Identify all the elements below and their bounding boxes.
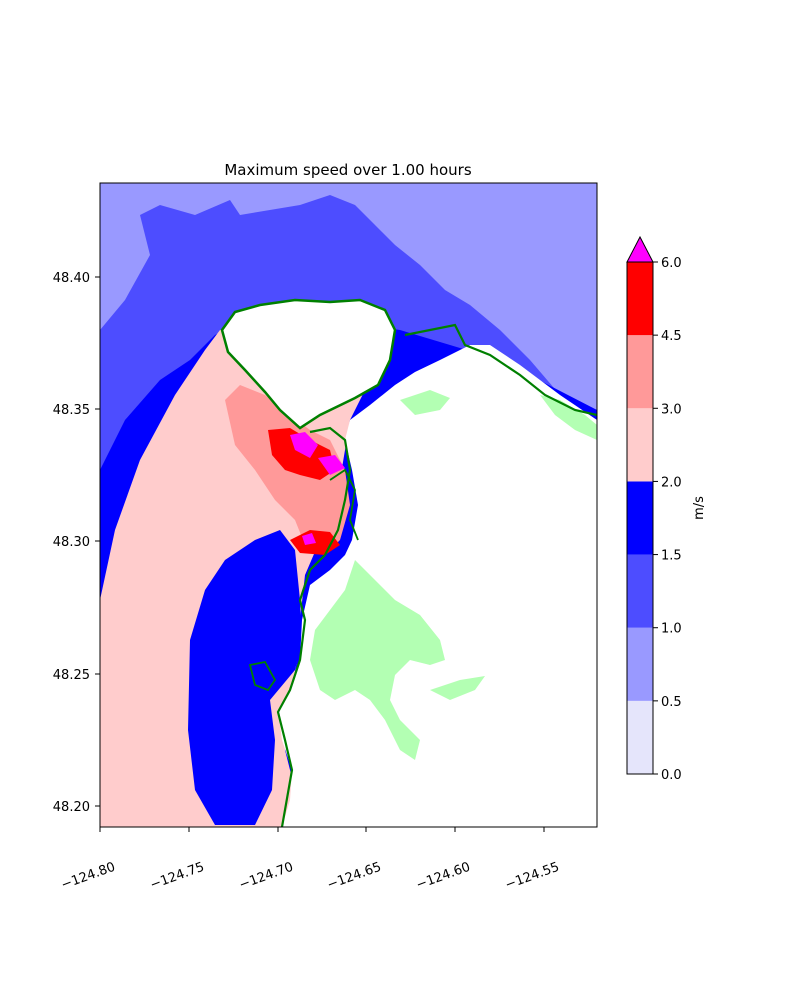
colorbar-tick-label: 6.0 — [661, 256, 682, 271]
colorbar-segment — [627, 335, 653, 409]
colorbar-tick-label: 1.5 — [661, 549, 682, 564]
dry-flats-river — [540, 395, 597, 440]
colorbar-tick-label: 0.5 — [661, 695, 682, 710]
shoreline-channel — [329, 468, 359, 541]
shoreline-east — [404, 323, 597, 417]
colorbar-tick-label: 3.0 — [661, 402, 682, 417]
x-axis: −124.80 −124.75 −124.70 −124.65 −124.60 … — [59, 827, 561, 893]
island — [220, 298, 397, 430]
speed-band-4.5-6.0 — [268, 428, 335, 480]
colorbar-tick-label: 0.0 — [661, 768, 682, 783]
y-tick-label: 48.20 — [53, 800, 90, 815]
colorbar-segment — [627, 700, 653, 774]
speed-band-over-6.0 — [290, 432, 318, 458]
y-axis: 48.40 48.35 48.30 48.25 48.20 — [53, 271, 100, 815]
dry-flats-southeast — [430, 676, 485, 700]
y-tick-label: 48.35 — [53, 403, 90, 418]
shoreline-main — [276, 426, 352, 827]
land-east — [278, 345, 597, 827]
x-tick-label: −124.80 — [59, 860, 117, 893]
plot-title: Maximum speed over 1.00 hours — [224, 161, 472, 179]
speed-band-over-6.0-b — [318, 455, 345, 475]
colorbar-segment — [627, 262, 653, 336]
y-tick-label: 48.25 — [53, 668, 90, 683]
y-tick-label: 48.40 — [53, 271, 90, 286]
colorbar: 0.0 0.5 1.0 1.5 2.0 3.0 4.5 6.0 m/s — [626, 235, 707, 783]
colorbar-tick-label: 1.0 — [661, 622, 682, 637]
x-tick-label: −124.60 — [414, 860, 472, 893]
y-tick-label: 48.30 — [53, 535, 90, 550]
x-tick-label: −124.75 — [148, 860, 206, 893]
colorbar-tick-label: 4.5 — [661, 329, 682, 344]
dry-flats — [310, 560, 445, 760]
colorbar-segment — [627, 408, 653, 482]
colorbar-segment — [627, 554, 653, 628]
x-tick-label: −124.55 — [503, 860, 561, 893]
x-tick-label: −124.65 — [325, 860, 383, 893]
colorbar-extend-arrow — [626, 235, 654, 263]
colorbar-frame — [626, 261, 654, 775]
colorbar-tick-label: 2.0 — [661, 475, 682, 490]
x-tick-label: −124.70 — [237, 860, 295, 893]
colorbar-segment — [627, 627, 653, 701]
speed-band-1.5-2.0-pocket — [188, 530, 302, 825]
colorbar-segment — [627, 481, 653, 555]
shoreline-south-islets — [248, 660, 277, 692]
speed-map — [100, 183, 597, 827]
speed-band-over-6.0-c — [302, 533, 316, 545]
axes-frame — [99, 182, 598, 828]
colorbar-label: m/s — [692, 496, 707, 520]
dry-flats-east — [400, 390, 450, 415]
